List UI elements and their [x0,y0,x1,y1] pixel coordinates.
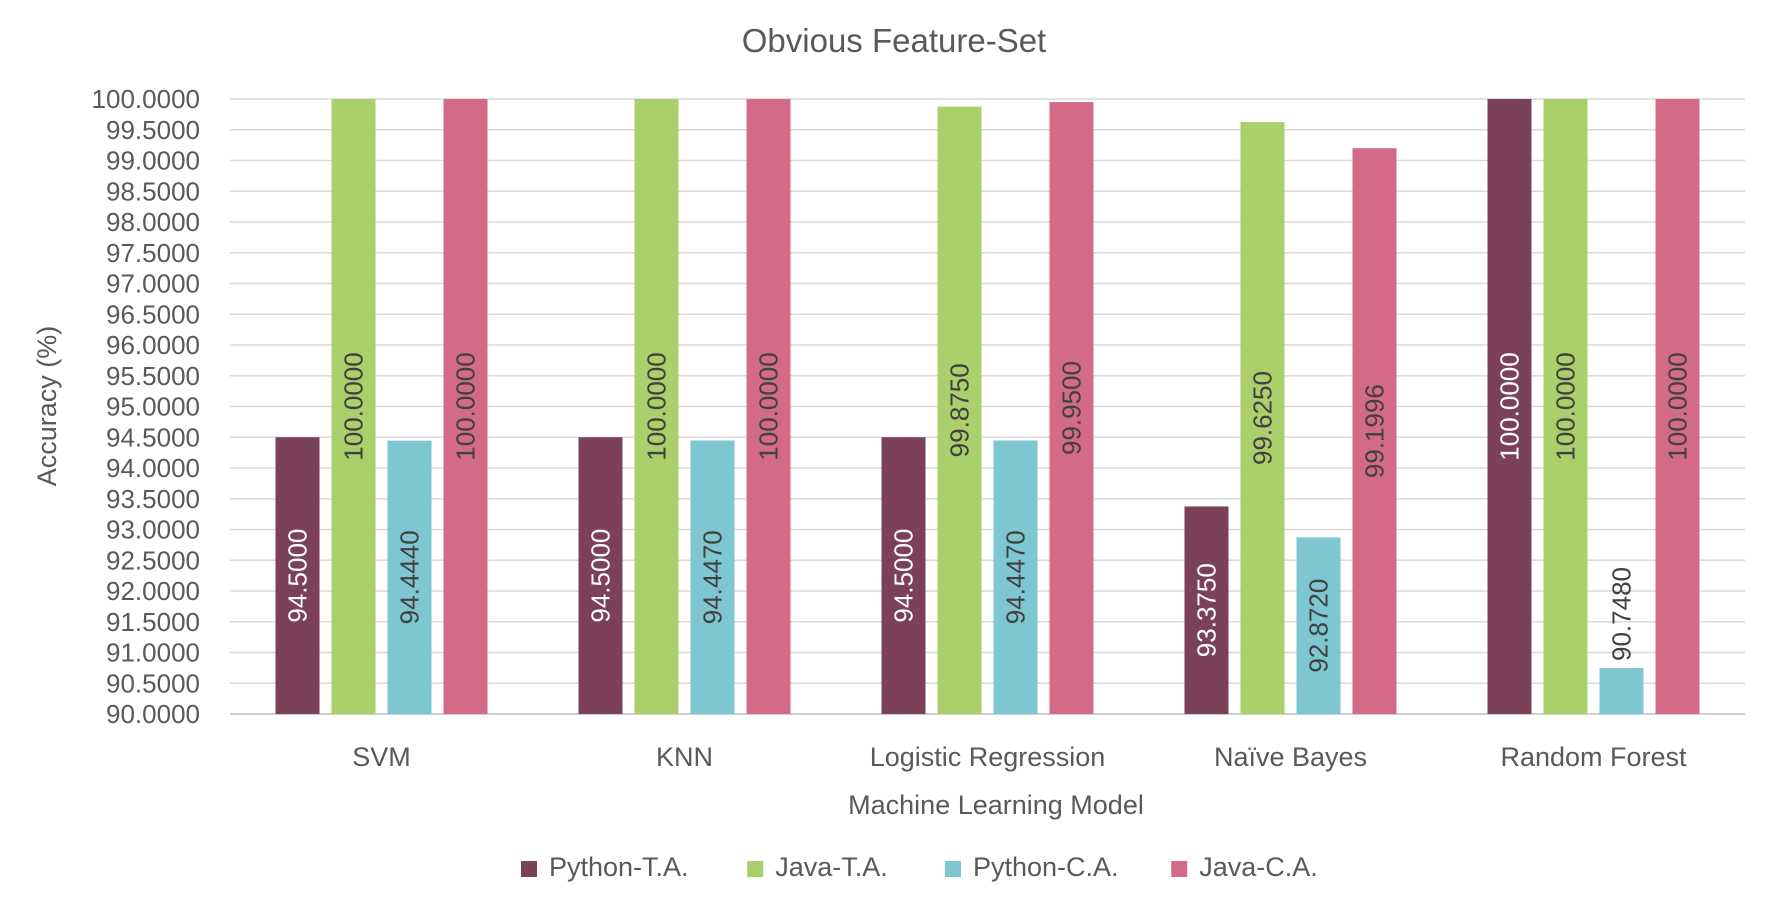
data-label: 100.0000 [1663,352,1693,460]
y-tick-label: 94.0000 [106,453,200,483]
data-label: 99.1996 [1360,384,1390,478]
y-tick-label: 90.5000 [106,668,200,698]
x-axis-label: Machine Learning Model [848,790,1144,820]
data-labels: 94.5000 100.0000 94.4440 100.0000 94.5000 100… [283,352,1693,672]
bar [443,99,488,714]
data-label: 100.0000 [451,352,481,460]
data-label: 92.8720 [1304,579,1334,673]
y-tick-label: 91.0000 [106,638,200,668]
data-label: 90.7480 [1607,567,1637,661]
legend-swatch [945,861,961,877]
data-label: 100.0000 [339,352,369,460]
bar [275,437,320,714]
x-tick-label: Naïve Bayes [1214,742,1367,772]
bar [331,99,376,714]
y-tick-label: 98.0000 [106,207,200,237]
y-tick-label: 92.0000 [106,576,200,606]
y-tick-label: 100.0000 [92,84,200,114]
data-label: 94.5000 [283,529,313,623]
y-tick-label: 93.0000 [106,515,200,545]
bar [690,440,735,714]
data-label: 100.0000 [1551,352,1581,460]
x-axis-ticks: SVM KNN Logistic Regression Naïve Bayes Rand… [352,742,1687,772]
data-label: 94.5000 [586,529,616,623]
y-axis-ticks: 90.000090.500091.000091.500092.000092.50… [92,84,200,729]
data-label: 94.4440 [395,530,425,624]
data-label: 94.5000 [889,529,919,623]
y-tick-label: 97.5000 [106,238,200,268]
legend-swatch [747,861,764,877]
legend-label: Java-C.A. [1199,852,1318,882]
data-label: 100.0000 [642,352,672,460]
bar [634,99,679,714]
data-label: 100.0000 [1495,352,1525,460]
legend-swatch [1171,861,1188,877]
y-axis-label: Accuracy (%) [32,326,62,487]
bar [881,437,926,714]
y-tick-label: 90.0000 [106,699,200,729]
data-label: 99.9500 [1057,361,1087,455]
bar [1487,99,1532,714]
x-tick-label: SVM [352,742,411,772]
data-label: 94.4470 [1001,530,1031,624]
x-tick-label: KNN [656,742,713,772]
data-label: 99.8750 [945,363,975,457]
bar [387,440,432,714]
legend-label: Python-T.A. [549,852,689,882]
bar [1184,506,1229,714]
y-tick-label: 95.5000 [106,361,200,391]
x-tick-label: Logistic Regression [870,742,1106,772]
bar [1352,148,1397,714]
bar [746,99,791,714]
data-label: 94.4470 [698,530,728,624]
y-tick-label: 98.5000 [106,176,200,206]
y-tick-label: 96.5000 [106,299,200,329]
y-tick-label: 94.5000 [106,422,200,452]
legend-swatch [521,861,537,877]
bar [937,106,982,714]
data-label: 93.3750 [1192,563,1222,657]
y-tick-label: 96.0000 [106,330,200,360]
y-tick-label: 97.0000 [106,269,200,299]
y-tick-label: 99.0000 [106,146,200,176]
bar [1240,122,1285,714]
bar [993,440,1038,714]
x-tick-label: Random Forest [1500,742,1687,772]
legend: Python-T.A. Java-T.A. Python-C.A. Java-C.A. [521,852,1318,882]
bars [275,99,1700,714]
chart-title: Obvious Feature-Set [742,22,1046,59]
y-tick-label: 95.0000 [106,392,200,422]
y-tick-label: 99.5000 [106,115,200,145]
data-label: 100.0000 [754,352,784,460]
y-tick-label: 92.5000 [106,545,200,575]
bar [1543,99,1588,714]
y-tick-label: 91.5000 [106,607,200,637]
y-tick-label: 93.5000 [106,484,200,514]
bar [1599,667,1644,714]
legend-label: Java-T.A. [775,852,888,882]
data-label: 99.6250 [1248,371,1278,465]
legend-label: Python-C.A. [973,852,1119,882]
bar [1049,102,1094,714]
bar [1296,537,1341,714]
bar [578,437,623,714]
bar [1655,99,1700,714]
